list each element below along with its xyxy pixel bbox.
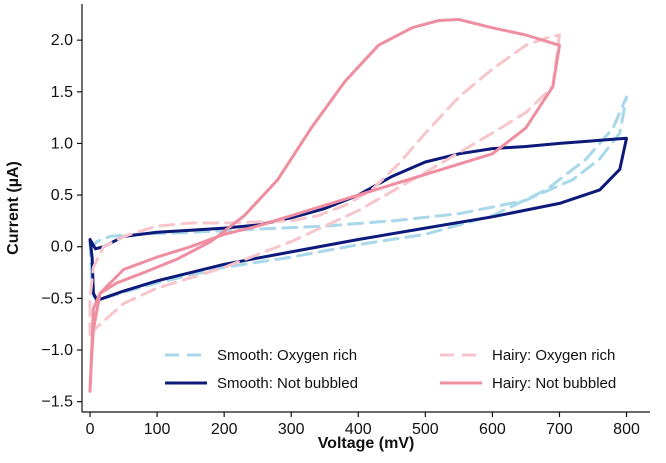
- x-tick-label: 800: [613, 421, 640, 438]
- x-tick-label: 200: [211, 421, 238, 438]
- series-line-1: [88, 95, 628, 300]
- series-line-4: [88, 18, 561, 393]
- x-ticks: 0 100 200 300 400 500 600 700 800: [86, 412, 640, 438]
- legend-label: Hairy: Oxygen rich: [492, 347, 615, 364]
- y-tick-label: 0.5: [51, 187, 73, 204]
- x-tick-label: 600: [479, 421, 506, 438]
- y-tick-label: −0.5: [41, 290, 73, 307]
- x-tick-label: 500: [412, 421, 439, 438]
- legend: Smooth: Oxygen rich Smooth: Not bubbled Ha…: [165, 347, 616, 392]
- y-tick-label: 1.5: [51, 84, 73, 101]
- series-layer: [88, 18, 628, 393]
- series-line-3: [88, 33, 561, 336]
- y-tick-label: −1.0: [41, 342, 73, 359]
- axis-layer: 0 100 200 300 400 500 600 700 800 −1.5 −1.0 −0.5 0.…: [5, 4, 650, 452]
- legend-label: Smooth: Not bubbled: [217, 375, 358, 392]
- legend-label: Smooth: Oxygen rich: [217, 347, 357, 364]
- x-tick-label: 0: [86, 421, 95, 438]
- x-tick-label: 400: [345, 421, 372, 438]
- y-tick-label: 0.0: [51, 239, 73, 256]
- series-line-2: [88, 136, 628, 302]
- y-tick-label: 1.0: [51, 135, 73, 152]
- x-axis-title: Voltage (mV): [318, 435, 415, 452]
- y-tick-label: −1.5: [41, 394, 73, 411]
- x-tick-label: 300: [278, 421, 305, 438]
- x-tick-label: 100: [144, 421, 171, 438]
- x-tick-label: 700: [546, 421, 573, 438]
- y-ticks: −1.5 −1.0 −0.5 0.0 0.5 1.0 1.5 2.0: [41, 32, 82, 411]
- y-axis-title: Current (µA): [5, 161, 22, 255]
- legend-label: Hairy: Not bubbled: [492, 375, 616, 392]
- y-tick-label: 2.0: [51, 32, 73, 49]
